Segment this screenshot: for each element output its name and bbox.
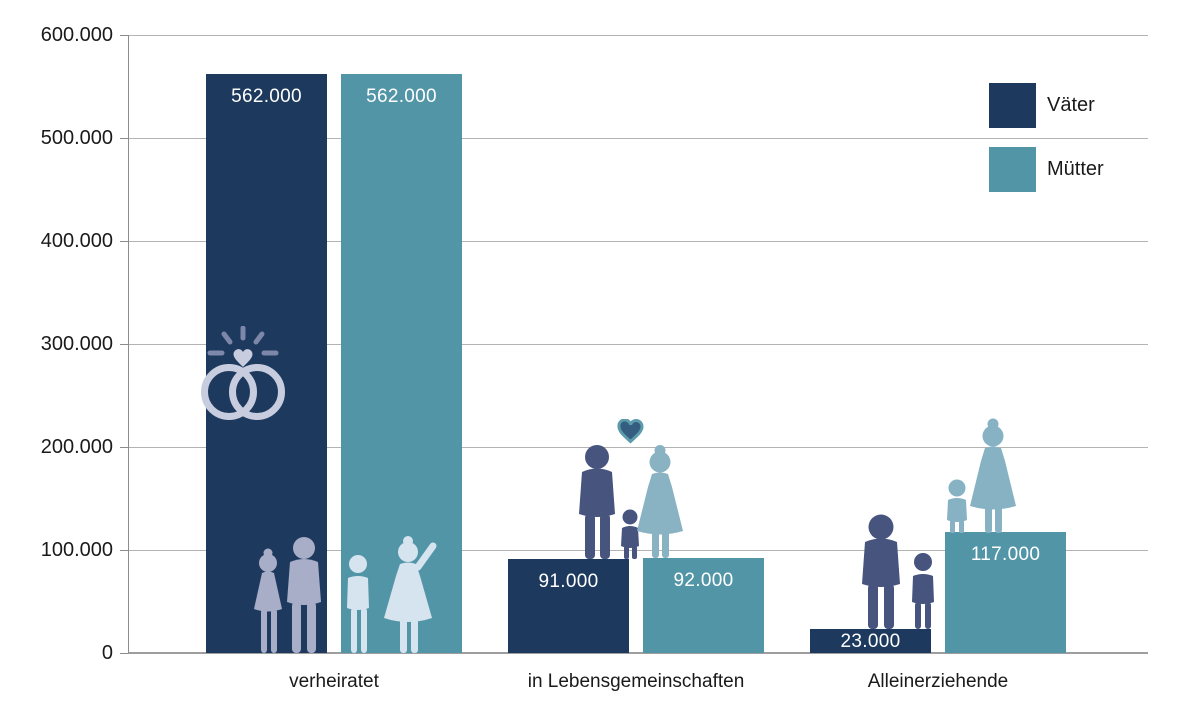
bar-value-label: 562.000 bbox=[231, 86, 302, 107]
y-axis-tick-label: 600.000 bbox=[40, 24, 113, 46]
gridline bbox=[128, 138, 1148, 139]
wedding-rings-icon bbox=[201, 326, 285, 420]
legend: Väter Mütter bbox=[989, 83, 1104, 192]
gridline bbox=[128, 344, 1148, 345]
mother-waving-with-son-icon bbox=[347, 536, 437, 653]
single-mother-with-child-icon bbox=[947, 418, 1016, 533]
legend-label-vaeter: Väter bbox=[1047, 94, 1095, 116]
y-axis-tick-label: 200.000 bbox=[40, 436, 113, 458]
legend-item-vaeter: Väter bbox=[989, 83, 1104, 128]
y-axis-tick bbox=[120, 35, 128, 36]
bar-value-label: 23.000 bbox=[840, 631, 901, 652]
y-axis-tick-label: 400.000 bbox=[40, 230, 113, 252]
couple-with-child-mother-icon bbox=[637, 445, 683, 558]
y-axis-tick-label: 0 bbox=[101, 642, 113, 664]
y-axis-tick bbox=[120, 241, 128, 242]
bar-mtter-alleinerziehende: 117.000 bbox=[945, 532, 1066, 653]
bar-vter-alleinerziehende: 23.000 bbox=[810, 629, 931, 653]
vaeter-swatch bbox=[989, 83, 1036, 128]
gridline bbox=[128, 241, 1148, 242]
y-axis-tick-label: 500.000 bbox=[40, 127, 113, 149]
muetter-swatch bbox=[989, 147, 1036, 192]
bar-value-label: 91.000 bbox=[538, 571, 599, 592]
gridline bbox=[128, 35, 1148, 36]
y-axis-line bbox=[128, 35, 129, 653]
legend-label-muetter: Mütter bbox=[1047, 158, 1104, 180]
heart-icon bbox=[617, 419, 644, 444]
single-father-with-child-icon bbox=[862, 514, 934, 629]
x-category-label: in Lebensgemeinschaften bbox=[527, 671, 745, 692]
bar-value-label: 117.000 bbox=[970, 544, 1041, 565]
y-axis-tick bbox=[120, 344, 128, 345]
bar-value-label: 92.000 bbox=[673, 570, 734, 591]
gridline bbox=[128, 550, 1148, 551]
x-category-label: verheiratet bbox=[289, 671, 379, 692]
bar-vter-inlebensgemeinschaften: 91.000 bbox=[508, 559, 629, 653]
x-category-label: Alleinerziehende bbox=[867, 671, 1009, 692]
gridline bbox=[128, 447, 1148, 448]
y-axis-tick bbox=[120, 138, 128, 139]
legend-item-muetter: Mütter bbox=[989, 147, 1104, 192]
y-axis-tick bbox=[120, 653, 128, 654]
y-axis-tick-label: 300.000 bbox=[40, 333, 113, 355]
y-axis-tick bbox=[120, 550, 128, 551]
y-axis-tick bbox=[120, 447, 128, 448]
bar-value-label: 562.000 bbox=[366, 86, 437, 107]
bar-mtter-inlebensgemeinschaften: 92.000 bbox=[643, 558, 764, 653]
parent-with-daughter-icon bbox=[254, 537, 321, 653]
x-axis-line bbox=[128, 652, 1148, 654]
couple-with-child-icon bbox=[579, 445, 639, 559]
y-axis-tick-label: 100.000 bbox=[40, 539, 113, 561]
